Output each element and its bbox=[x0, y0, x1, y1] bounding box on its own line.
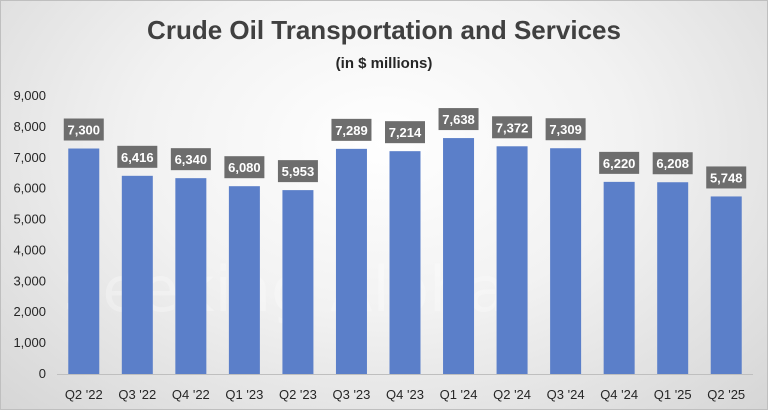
chart-subtitle: (in $ millions) bbox=[335, 55, 433, 72]
data-label: 5,953 bbox=[282, 164, 315, 179]
data-labels: 7,300 6,416 6,340 6,080 5,953 7,289 7,214 7,638… bbox=[63, 108, 747, 189]
y-tick-label: 2,000 bbox=[13, 304, 46, 319]
data-label-box bbox=[331, 118, 372, 141]
bar bbox=[121, 175, 153, 374]
bar bbox=[550, 148, 582, 374]
data-label: 7,214 bbox=[389, 125, 422, 140]
bar bbox=[496, 146, 528, 374]
data-label-box bbox=[385, 121, 425, 144]
data-label: 7,638 bbox=[442, 112, 475, 127]
data-label-box bbox=[492, 116, 533, 139]
x-tick-label: Q2 '25 bbox=[707, 387, 745, 402]
data-label: 7,300 bbox=[67, 123, 100, 138]
data-label: 6,220 bbox=[603, 156, 636, 171]
x-tick-label: Q4 '23 bbox=[386, 387, 424, 402]
data-label: 6,416 bbox=[121, 150, 154, 165]
data-label: 7,309 bbox=[549, 122, 582, 137]
data-label: 5,748 bbox=[710, 170, 743, 185]
y-axis: 0 1,000 2,000 3,000 4,000 5,000 6,000 7,000 8,00… bbox=[13, 88, 46, 381]
bar bbox=[657, 182, 689, 374]
y-tick-label: 9,000 bbox=[13, 88, 46, 103]
x-tick-label: Q4 '22 bbox=[172, 387, 210, 402]
data-label-box bbox=[170, 148, 211, 171]
y-tick-label: 7,000 bbox=[13, 150, 46, 165]
x-tick-label: Q4 '24 bbox=[600, 387, 638, 402]
x-tick-label: Q2 '22 bbox=[65, 387, 103, 402]
bar bbox=[710, 196, 742, 374]
data-label-box bbox=[706, 166, 747, 189]
data-label-box bbox=[63, 118, 104, 141]
bar bbox=[282, 190, 314, 374]
bar bbox=[335, 148, 367, 374]
bars bbox=[68, 138, 742, 374]
x-tick-label: Q2 '23 bbox=[279, 387, 317, 402]
data-label: 6,208 bbox=[656, 156, 689, 171]
x-tick-label: Q1 '25 bbox=[654, 387, 692, 402]
y-tick-label: 0 bbox=[39, 366, 46, 381]
x-tick-label: Q3 '24 bbox=[547, 387, 585, 402]
x-tick-label: Q3 '22 bbox=[118, 387, 156, 402]
chart-title: Crude Oil Transportation and Services bbox=[147, 15, 621, 45]
data-label-box bbox=[438, 108, 479, 131]
x-tick-label: Q2 '24 bbox=[493, 387, 531, 402]
data-label-box bbox=[545, 118, 586, 141]
bar bbox=[228, 186, 260, 374]
y-tick-label: 3,000 bbox=[13, 273, 46, 288]
x-tick-label: Q1 '23 bbox=[225, 387, 263, 402]
bar bbox=[389, 151, 421, 374]
data-label-box bbox=[224, 156, 265, 179]
data-label-box bbox=[652, 152, 693, 175]
y-tick-label: 4,000 bbox=[13, 242, 46, 257]
x-tick-label: Q3 '23 bbox=[333, 387, 371, 402]
x-axis: Q2 '22 Q3 '22 Q4 '22 Q1 '23 Q2 '23 Q3 '23 Q4 '… bbox=[57, 374, 753, 402]
data-label: 6,080 bbox=[228, 160, 261, 175]
bar bbox=[175, 178, 207, 374]
data-label-box bbox=[277, 160, 318, 183]
data-label-box bbox=[117, 145, 158, 168]
y-tick-label: 5,000 bbox=[13, 212, 46, 227]
y-tick-label: 8,000 bbox=[13, 119, 46, 134]
bar bbox=[68, 148, 100, 374]
bar bbox=[443, 138, 475, 374]
bar bbox=[603, 181, 635, 374]
data-label: 7,289 bbox=[335, 123, 368, 138]
x-tick-label: Q1 '24 bbox=[440, 387, 478, 402]
data-label-box bbox=[599, 151, 640, 174]
data-label: 7,372 bbox=[496, 120, 529, 135]
y-tick-label: 6,000 bbox=[13, 181, 46, 196]
data-label: 6,340 bbox=[175, 152, 208, 167]
y-tick-label: 1,000 bbox=[13, 335, 46, 350]
